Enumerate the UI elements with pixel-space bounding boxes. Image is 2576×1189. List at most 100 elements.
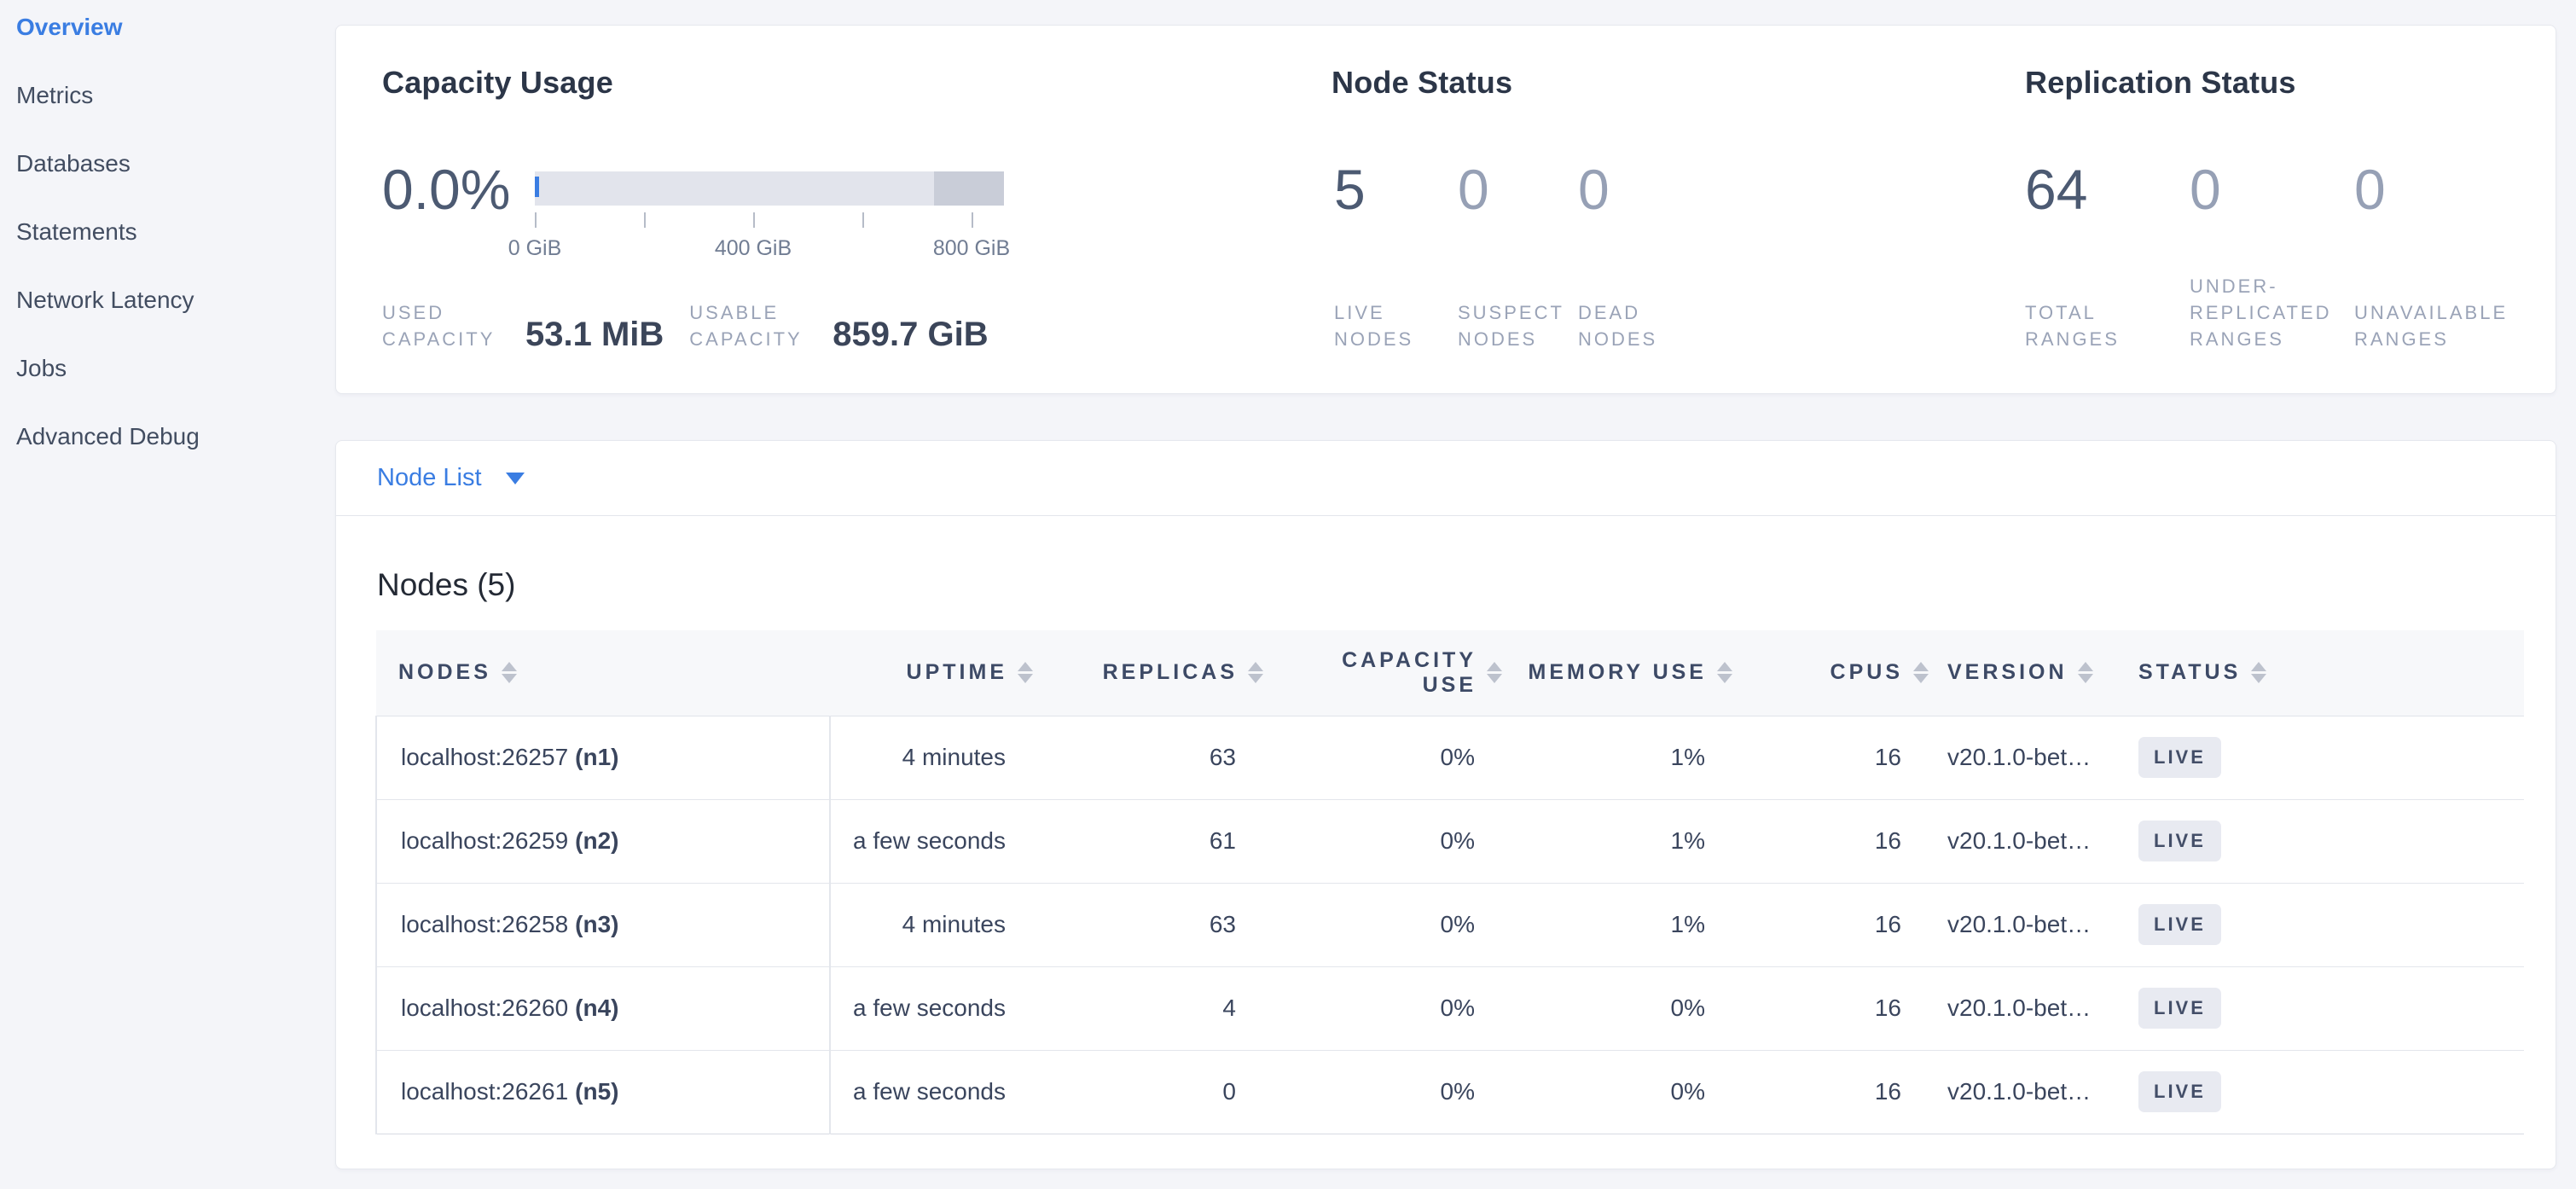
capacity-bar xyxy=(535,171,1004,206)
cpus-cell: 16 xyxy=(1874,1078,1901,1105)
capacity-stats: USED CAPACITY 53.1 MiB USABLE CAPACITY 8… xyxy=(382,255,989,352)
sidebar-item-advanced-debug[interactable]: Advanced Debug xyxy=(16,423,200,450)
replicas-cell: 63 xyxy=(1209,744,1236,770)
uptime-cell: a few seconds xyxy=(853,1078,1006,1105)
capacity-usage-title: Capacity Usage xyxy=(382,65,613,100)
table-header-row: NODES UPTIME REPLICAS CAPACITY USE MEMOR… xyxy=(376,630,2524,716)
sort-icon xyxy=(2251,662,2267,684)
node-id: (n1) xyxy=(575,744,619,770)
under-replicated-ranges-label: UNDER-REPLICATED RANGES xyxy=(2190,276,2332,350)
status-badge: LIVE xyxy=(2138,988,2221,1029)
sidebar-item-metrics[interactable]: Metrics xyxy=(16,82,94,108)
capacity-use-cell: 0% xyxy=(1440,995,1475,1021)
replicas-cell: 4 xyxy=(1222,995,1236,1021)
node-id: (n2) xyxy=(575,827,619,854)
sort-icon xyxy=(1487,662,1502,684)
version-cell: v20.1.0-bet… xyxy=(1947,995,2092,1021)
nodes-table: NODES UPTIME REPLICAS CAPACITY USE MEMOR… xyxy=(375,630,2524,1134)
usable-capacity-stat: USABLE CAPACITY 859.7 GiB xyxy=(689,299,988,352)
sidebar-item-databases[interactable]: Databases xyxy=(16,150,131,177)
status-badge: LIVE xyxy=(2138,821,2221,861)
node-id: (n3) xyxy=(575,911,619,937)
column-header-status[interactable]: STATUS xyxy=(2118,630,2271,716)
node-row-n2[interactable]: localhost:26259 (n2) a few seconds 61 0% … xyxy=(376,799,2524,883)
tick-label-0gib: 0 GiB xyxy=(508,236,562,260)
tick-label-400gib: 400 GiB xyxy=(714,236,792,260)
nodes-panel: Node List Nodes (5) NODES UPTIME REPLICA… xyxy=(335,440,2556,1169)
column-header-nodes[interactable]: NODES xyxy=(376,630,830,716)
node-id: (n5) xyxy=(575,1078,619,1105)
node-row-n3[interactable]: localhost:26258 (n3) 4 minutes 63 0% 1% 1… xyxy=(376,883,2524,966)
capacity-bar-axis xyxy=(535,212,1004,228)
column-header-version[interactable]: VERSION xyxy=(1939,630,2118,716)
capacity-bar-used-marker xyxy=(535,177,539,197)
live-nodes-label: LIVE NODES xyxy=(1334,302,1414,350)
uptime-cell: 4 minutes xyxy=(902,744,1006,770)
replicas-cell: 0 xyxy=(1222,1078,1236,1105)
memory-use-cell: 1% xyxy=(1670,827,1705,854)
memory-use-cell: 0% xyxy=(1670,995,1705,1021)
node-list-dropdown-label: Node List xyxy=(377,464,482,491)
status-badge: LIVE xyxy=(2138,1071,2221,1112)
column-header-capacity-use[interactable]: CAPACITY USE xyxy=(1273,630,1512,716)
sidebar-nav: Overview Metrics Databases Statements Ne… xyxy=(0,0,335,471)
node-address: localhost:26258 xyxy=(401,911,569,937)
node-row-n5[interactable]: localhost:26261 (n5) a few seconds 0 0% 0… xyxy=(376,1050,2524,1134)
cpus-cell: 16 xyxy=(1874,744,1901,770)
column-header-replicas[interactable]: REPLICAS xyxy=(1043,630,1273,716)
status-badge: LIVE xyxy=(2138,737,2221,778)
sidebar-item-network-latency[interactable]: Network Latency xyxy=(16,287,194,313)
suspect-nodes-count: 0 xyxy=(1458,158,1489,221)
cpus-cell: 16 xyxy=(1874,995,1901,1021)
cpus-cell: 16 xyxy=(1874,827,1901,854)
column-header-memory-use[interactable]: MEMORY USE xyxy=(1512,630,1743,716)
chevron-down-icon xyxy=(505,472,525,484)
node-address: localhost:26261 xyxy=(401,1078,569,1105)
memory-use-cell: 1% xyxy=(1670,744,1705,770)
node-status-title: Node Status xyxy=(1332,65,1513,100)
node-list-dropdown[interactable]: Node List xyxy=(377,464,525,492)
uptime-cell: 4 minutes xyxy=(902,911,1006,937)
total-ranges-label: TOTAL RANGES xyxy=(2025,302,2120,350)
unavailable-ranges-count: 0 xyxy=(2354,158,2386,221)
uptime-cell: a few seconds xyxy=(853,827,1006,854)
dead-nodes-label: DEAD NODES xyxy=(1578,302,1658,350)
node-address: localhost:26259 xyxy=(401,827,569,854)
memory-use-cell: 0% xyxy=(1670,1078,1705,1105)
capacity-bar-dark-segment xyxy=(933,171,1004,206)
capacity-use-cell: 0% xyxy=(1440,1078,1475,1105)
node-id: (n4) xyxy=(575,995,619,1021)
status-badge: LIVE xyxy=(2138,904,2221,945)
sort-icon xyxy=(1717,662,1732,684)
replicas-cell: 61 xyxy=(1209,827,1236,854)
under-replicated-ranges-count: 0 xyxy=(2190,158,2221,221)
capacity-bar-tick-labels: 0 GiB 400 GiB 800 GiB xyxy=(508,236,1010,262)
used-capacity-stat: USED CAPACITY 53.1 MiB xyxy=(382,299,664,352)
version-cell: v20.1.0-bet… xyxy=(1947,911,2092,937)
capacity-use-cell: 0% xyxy=(1440,911,1475,937)
version-cell: v20.1.0-bet… xyxy=(1947,1078,2092,1105)
sidebar-item-statements[interactable]: Statements xyxy=(16,218,137,245)
column-header-cpus[interactable]: CPUS xyxy=(1743,630,1939,716)
column-header-uptime[interactable]: UPTIME xyxy=(830,630,1043,716)
node-row-n4[interactable]: localhost:26260 (n4) a few seconds 4 0% 0… xyxy=(376,966,2524,1050)
total-ranges-count: 64 xyxy=(2025,158,2088,221)
usable-capacity-value: 859.7 GiB xyxy=(833,316,989,353)
sidebar-item-overview[interactable]: Overview xyxy=(16,14,123,40)
version-cell: v20.1.0-bet… xyxy=(1947,827,2092,854)
sort-icon xyxy=(2077,662,2093,684)
sidebar-item-jobs[interactable]: Jobs xyxy=(16,355,67,381)
column-header-spacer xyxy=(2271,630,2524,716)
version-cell: v20.1.0-bet… xyxy=(1947,744,2092,770)
sort-icon xyxy=(1248,662,1263,684)
capacity-used-percent: 0.0% xyxy=(382,158,511,221)
dead-nodes-count: 0 xyxy=(1578,158,1610,221)
tick-label-800gib: 800 GiB xyxy=(932,236,1011,260)
capacity-use-cell: 0% xyxy=(1440,827,1475,854)
node-row-n1[interactable]: localhost:26257 (n1) 4 minutes 63 0% 1% 1… xyxy=(376,716,2524,799)
used-capacity-label: USED CAPACITY xyxy=(382,302,496,350)
cluster-summary-panel: Capacity Usage 0.0% 0 GiB 400 GiB 800 Gi… xyxy=(335,25,2556,394)
node-address: localhost:26260 xyxy=(401,995,569,1021)
nodes-count-heading: Nodes (5) xyxy=(377,567,516,602)
